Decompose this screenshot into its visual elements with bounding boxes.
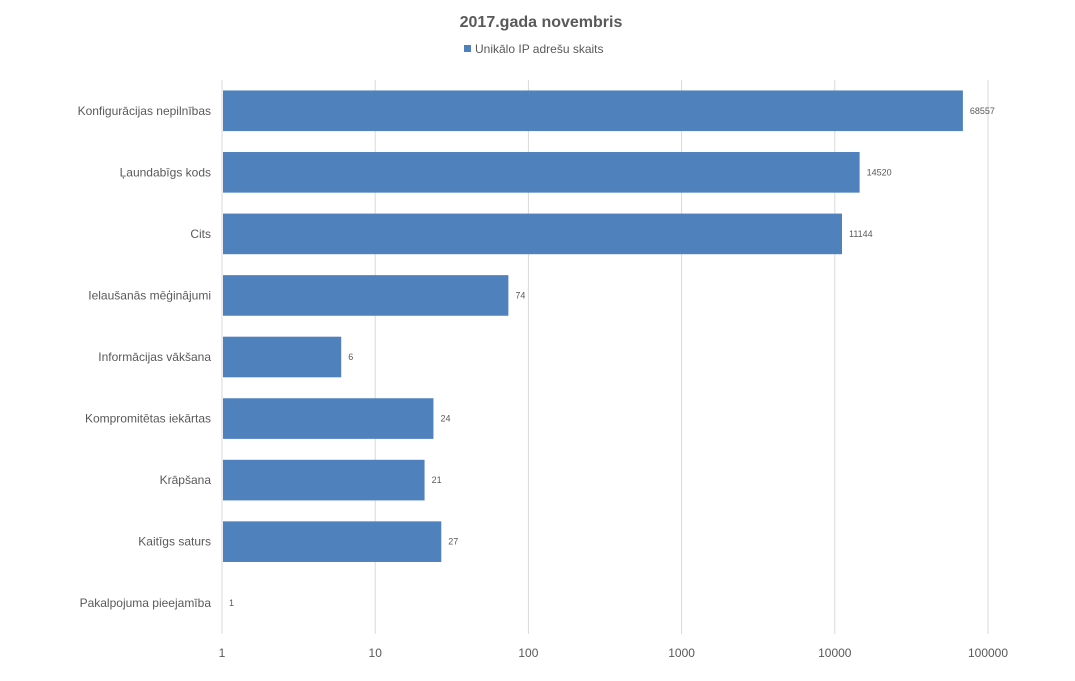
bar — [223, 521, 442, 562]
data-label: 6 — [348, 352, 353, 362]
x-tick-label: 10000 — [818, 646, 852, 660]
data-label: 68557 — [970, 106, 995, 116]
legend-label: Unikālo IP adrešu skaits — [475, 42, 604, 56]
category-label: Informācijas vākšana — [98, 350, 211, 364]
category-label: Ļaundabīgs kods — [120, 165, 211, 179]
data-label: 11144 — [849, 229, 873, 239]
bar — [223, 398, 434, 439]
chart-title: 2017.gada novembris — [460, 14, 623, 31]
data-label: 21 — [432, 475, 442, 485]
bar — [223, 275, 509, 316]
x-axis-tick-labels: 1 10 100 1000 10000 100000 — [219, 646, 1009, 660]
data-label: 27 — [448, 537, 458, 547]
data-label: 1 — [229, 598, 234, 608]
bar — [223, 459, 425, 501]
category-label: Pakalpojuma pieejamība — [80, 596, 212, 610]
bar — [223, 336, 342, 378]
category-label: Cits — [190, 227, 211, 241]
category-labels: Konfigurācijas nepilnības Ļaundabīgs kods… — [78, 104, 212, 610]
data-label: 14520 — [867, 167, 892, 177]
category-label: Kompromitētas iekārtas — [85, 412, 211, 426]
bar — [223, 90, 963, 132]
x-tick-label: 10 — [369, 646, 383, 660]
bar — [223, 213, 843, 255]
x-tick-label: 100000 — [968, 646, 1008, 660]
data-labels: 68557 14520 11144 74 6 24 21 27 1 — [229, 106, 995, 608]
category-label: Ielaušanās mēģinājumi — [88, 288, 211, 302]
bars — [223, 90, 963, 562]
x-tick-label: 1000 — [668, 646, 695, 660]
legend: Unikālo IP adrešu skaits — [464, 42, 604, 56]
data-label: 74 — [515, 290, 525, 300]
x-tick-label: 100 — [518, 646, 538, 660]
bar — [223, 152, 860, 193]
category-label: Konfigurācijas nepilnības — [78, 104, 211, 118]
x-tick-label: 1 — [219, 646, 226, 660]
category-label: Kaitīgs saturs — [138, 535, 211, 549]
legend-swatch — [464, 45, 471, 52]
data-label: 24 — [440, 414, 450, 424]
category-label: Krāpšana — [160, 473, 212, 487]
